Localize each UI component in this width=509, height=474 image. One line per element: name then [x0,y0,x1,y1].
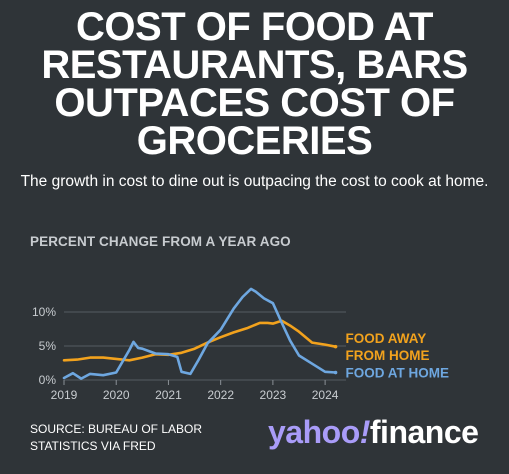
x-tick-label: 2023 [260,388,287,402]
y-tick-label: 5% [39,339,57,353]
food-at-home-endpoint [333,370,338,375]
source-note: SOURCE: BUREAU OF LABOR STATISTICS VIA F… [30,421,250,455]
y-tick-label: 0% [39,373,57,387]
food-at-home-line [62,287,337,380]
food-away-from-home-endpoint [333,344,338,349]
food-away-from-home-line [62,319,337,362]
x-tick-label: 2020 [103,388,130,402]
title-line: RESTAURANTS, BARS [41,43,468,87]
line-chart: 0% 5% 10% 2019 2020 2021 2022 2023 2024 FOOD AW… [32,287,450,402]
logo-product: finance [369,414,479,450]
series-labels: FOOD AWAY FROM HOME FOOD AT HOME [346,331,450,380]
logo-bang: ! [359,414,371,450]
page-subtitle: The growth in cost to dine out is outpac… [20,173,489,190]
title-line: GROCERIES [136,119,373,163]
food-away-from-home-label: FOOD AWAY [346,331,427,346]
title-line: COST OF FOOD AT [76,5,433,49]
x-tick-labels: 2019 2020 2021 2022 2023 2024 [51,380,339,402]
source-line: STATISTICS VIA FRED [30,439,156,453]
y-axis-heading: PERCENT CHANGE FROM A YEAR AGO [30,234,291,249]
page-title: COST OF FOOD AT RESTAURANTS, BARS OUTPAC… [0,5,509,163]
title-line: OUTPACES COST OF [54,81,455,125]
logo-brand: yahoo [268,414,360,450]
x-tick-label: 2021 [155,388,182,402]
y-tick-labels: 0% 5% 10% [32,305,56,387]
food-away-from-home-label: FROM HOME [346,348,430,363]
source-line: SOURCE: BUREAU OF LABOR [30,422,203,436]
food-at-home-label: FOOD AT HOME [346,366,450,381]
series-layer [62,287,338,380]
x-tick-label: 2019 [51,388,78,402]
x-tick-label: 2022 [207,388,234,402]
y-tick-label: 10% [32,305,56,319]
x-tick-label: 2024 [312,388,339,402]
yahoo-finance-logo: yahoo!finance [268,412,479,452]
